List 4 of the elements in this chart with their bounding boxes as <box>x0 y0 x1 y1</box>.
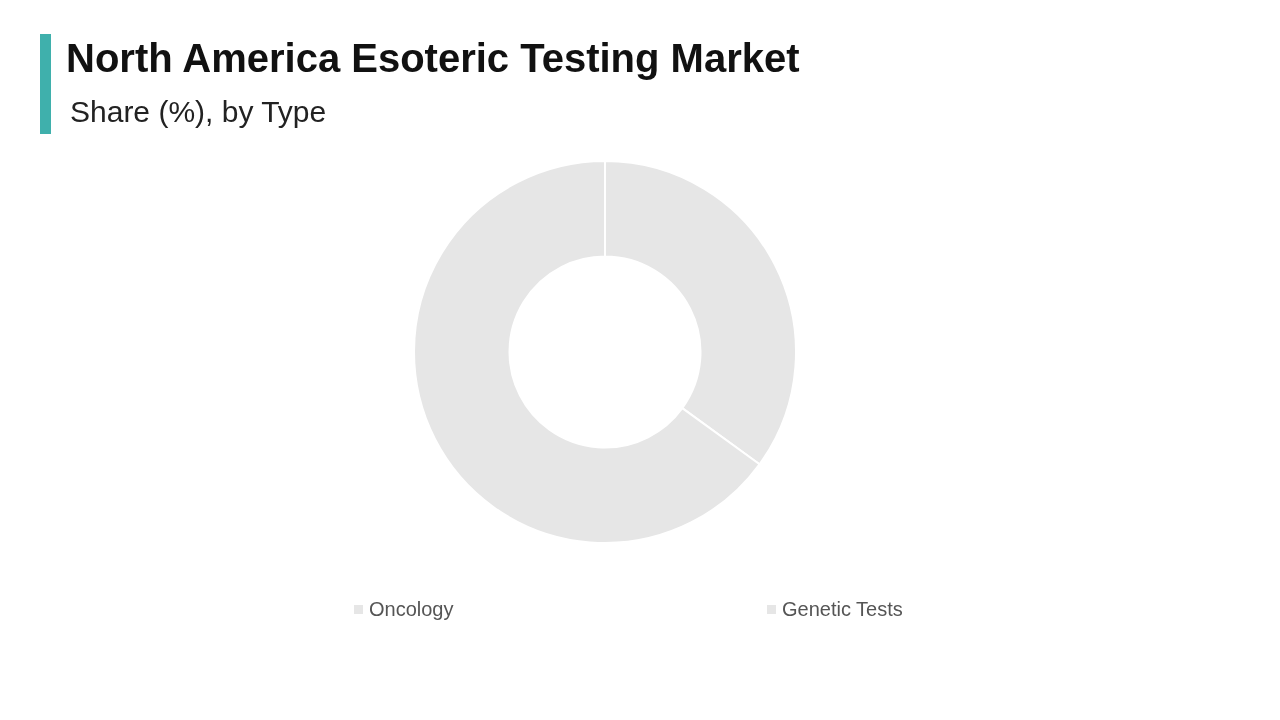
legend-label: Oncology <box>369 598 454 621</box>
legend-label: Genetic Tests <box>782 598 903 621</box>
chart-subtitle: Share (%), by Type <box>70 95 327 129</box>
chart-title: North America Esoteric Testing Market <box>66 36 800 81</box>
